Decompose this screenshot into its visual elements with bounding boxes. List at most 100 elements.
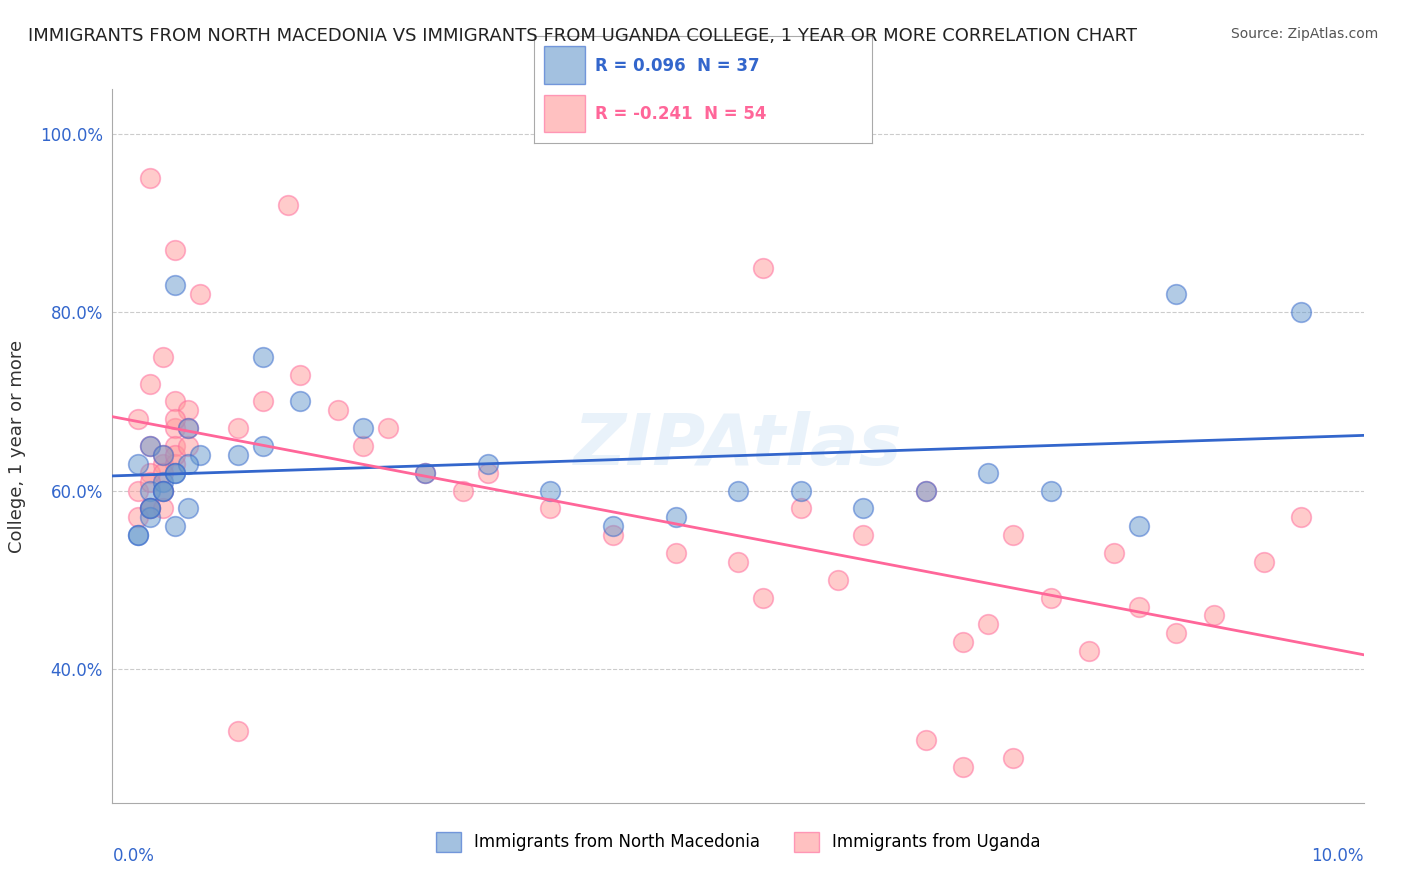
Point <box>1166 626 1188 640</box>
Text: 0.0%: 0.0% <box>112 847 155 865</box>
Point <box>152 448 174 462</box>
Point <box>163 448 186 462</box>
Point <box>176 421 198 435</box>
Point <box>1102 546 1125 560</box>
Point <box>664 546 686 560</box>
Point <box>152 448 174 462</box>
Point <box>915 483 938 498</box>
Point <box>1202 608 1225 623</box>
Point <box>127 412 149 426</box>
Point <box>852 501 875 516</box>
Point <box>226 448 249 462</box>
Point <box>1039 591 1063 605</box>
Point <box>163 243 186 257</box>
Point <box>139 510 162 524</box>
Point <box>602 528 624 542</box>
Point <box>163 412 186 426</box>
Point <box>915 483 938 498</box>
Point <box>752 260 775 275</box>
Point <box>152 475 174 489</box>
Point <box>127 457 149 471</box>
Point <box>226 421 249 435</box>
Point <box>176 457 198 471</box>
Point <box>163 394 186 409</box>
Bar <box>544 46 585 84</box>
Point <box>139 475 162 489</box>
Point <box>377 421 399 435</box>
Point <box>827 573 849 587</box>
Point <box>139 483 162 498</box>
Point <box>1128 599 1150 614</box>
Point <box>290 368 312 382</box>
Point <box>127 483 149 498</box>
Point <box>188 448 211 462</box>
Point <box>790 483 813 498</box>
Point <box>415 466 437 480</box>
Point <box>252 350 274 364</box>
Point <box>127 510 149 524</box>
Text: IMMIGRANTS FROM NORTH MACEDONIA VS IMMIGRANTS FROM UGANDA COLLEGE, 1 YEAR OR MOR: IMMIGRANTS FROM NORTH MACEDONIA VS IMMIG… <box>28 27 1137 45</box>
Y-axis label: College, 1 year or more: College, 1 year or more <box>8 340 25 552</box>
Point <box>915 733 938 747</box>
Point <box>252 394 274 409</box>
Point <box>1077 644 1099 658</box>
Text: ZIPAtlas: ZIPAtlas <box>574 411 903 481</box>
Point <box>252 439 274 453</box>
Point <box>152 483 174 498</box>
Point <box>176 421 198 435</box>
Point <box>163 439 186 453</box>
Point <box>752 591 775 605</box>
Point <box>664 510 686 524</box>
Legend: Immigrants from North Macedonia, Immigrants from Uganda: Immigrants from North Macedonia, Immigra… <box>429 825 1047 859</box>
Point <box>139 466 162 480</box>
Point <box>1039 483 1063 498</box>
Point <box>540 483 562 498</box>
Point <box>290 394 312 409</box>
Point <box>727 483 749 498</box>
Point <box>852 528 875 542</box>
Point <box>176 501 198 516</box>
Point <box>451 483 474 498</box>
Point <box>139 376 162 391</box>
Point <box>1002 528 1025 542</box>
Point <box>352 421 374 435</box>
Point <box>139 501 162 516</box>
Point <box>139 501 162 516</box>
Text: 10.0%: 10.0% <box>1312 847 1364 865</box>
Point <box>127 528 149 542</box>
Point <box>152 466 174 480</box>
Bar <box>544 95 585 132</box>
Point <box>540 501 562 516</box>
Point <box>1291 510 1313 524</box>
Point <box>727 555 749 569</box>
Point <box>152 350 174 364</box>
Point <box>188 287 211 301</box>
Point <box>176 403 198 417</box>
Point <box>163 278 186 293</box>
Point <box>139 171 162 186</box>
Text: R = 0.096  N = 37: R = 0.096 N = 37 <box>595 57 759 75</box>
Point <box>790 501 813 516</box>
Point <box>415 466 437 480</box>
Point <box>226 724 249 739</box>
Point <box>139 439 162 453</box>
Point <box>352 439 374 453</box>
Point <box>163 519 186 533</box>
Point <box>977 617 1000 632</box>
Point <box>1253 555 1275 569</box>
Point <box>1002 751 1025 765</box>
Point <box>139 439 162 453</box>
Point <box>977 466 1000 480</box>
Point <box>277 198 299 212</box>
Point <box>139 501 162 516</box>
Point <box>163 466 186 480</box>
Point <box>326 403 349 417</box>
Point <box>1291 305 1313 319</box>
Point <box>163 421 186 435</box>
Point <box>1128 519 1150 533</box>
Point <box>152 483 174 498</box>
Text: Source: ZipAtlas.com: Source: ZipAtlas.com <box>1230 27 1378 41</box>
Point <box>602 519 624 533</box>
Point <box>152 457 174 471</box>
Point <box>163 466 186 480</box>
